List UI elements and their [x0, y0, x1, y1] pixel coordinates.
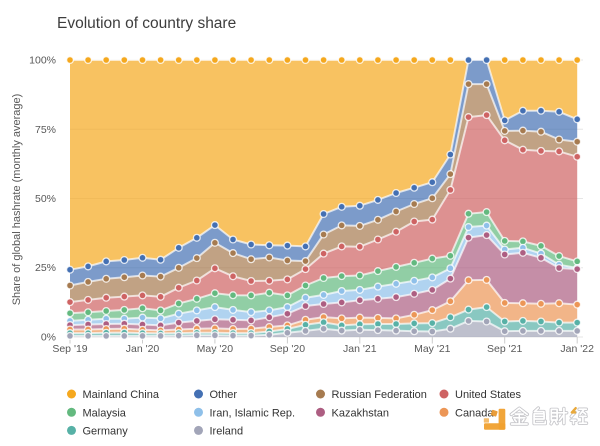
- svg-text:Ireland: Ireland: [210, 425, 244, 437]
- svg-text:25%: 25%: [35, 262, 56, 274]
- svg-text:Iran, Islamic Rep.: Iran, Islamic Rep.: [210, 407, 296, 419]
- svg-text:Share of global hashrate (mont: Share of global hashrate (monthly averag…: [11, 94, 23, 306]
- svg-text:Jan '22: Jan '22: [560, 343, 594, 355]
- svg-text:Sep '19: Sep '19: [52, 343, 87, 355]
- svg-text:50%: 50%: [35, 193, 56, 205]
- svg-text:Germany: Germany: [83, 425, 129, 437]
- svg-text:Sep '21: Sep '21: [487, 343, 522, 355]
- svg-text:May '21: May '21: [414, 343, 451, 355]
- svg-text:75%: 75%: [35, 124, 56, 136]
- svg-text:May '20: May '20: [197, 343, 234, 355]
- svg-text:100%: 100%: [29, 55, 56, 67]
- svg-text:0%: 0%: [41, 332, 56, 344]
- svg-text:Mainland China: Mainland China: [83, 389, 160, 401]
- svg-text:Evolution of country share: Evolution of country share: [57, 15, 236, 32]
- svg-text:United States: United States: [455, 389, 522, 401]
- svg-text:Kazakhstan: Kazakhstan: [332, 407, 389, 419]
- svg-text:Jan '20: Jan '20: [126, 343, 160, 355]
- svg-text:Canada: Canada: [455, 407, 494, 419]
- svg-text:Malaysia: Malaysia: [83, 407, 127, 419]
- svg-text:Jan '21: Jan '21: [343, 343, 377, 355]
- svg-text:Sep '20: Sep '20: [270, 343, 305, 355]
- svg-text:Other: Other: [210, 389, 238, 401]
- svg-text:Russian Federation: Russian Federation: [332, 389, 427, 401]
